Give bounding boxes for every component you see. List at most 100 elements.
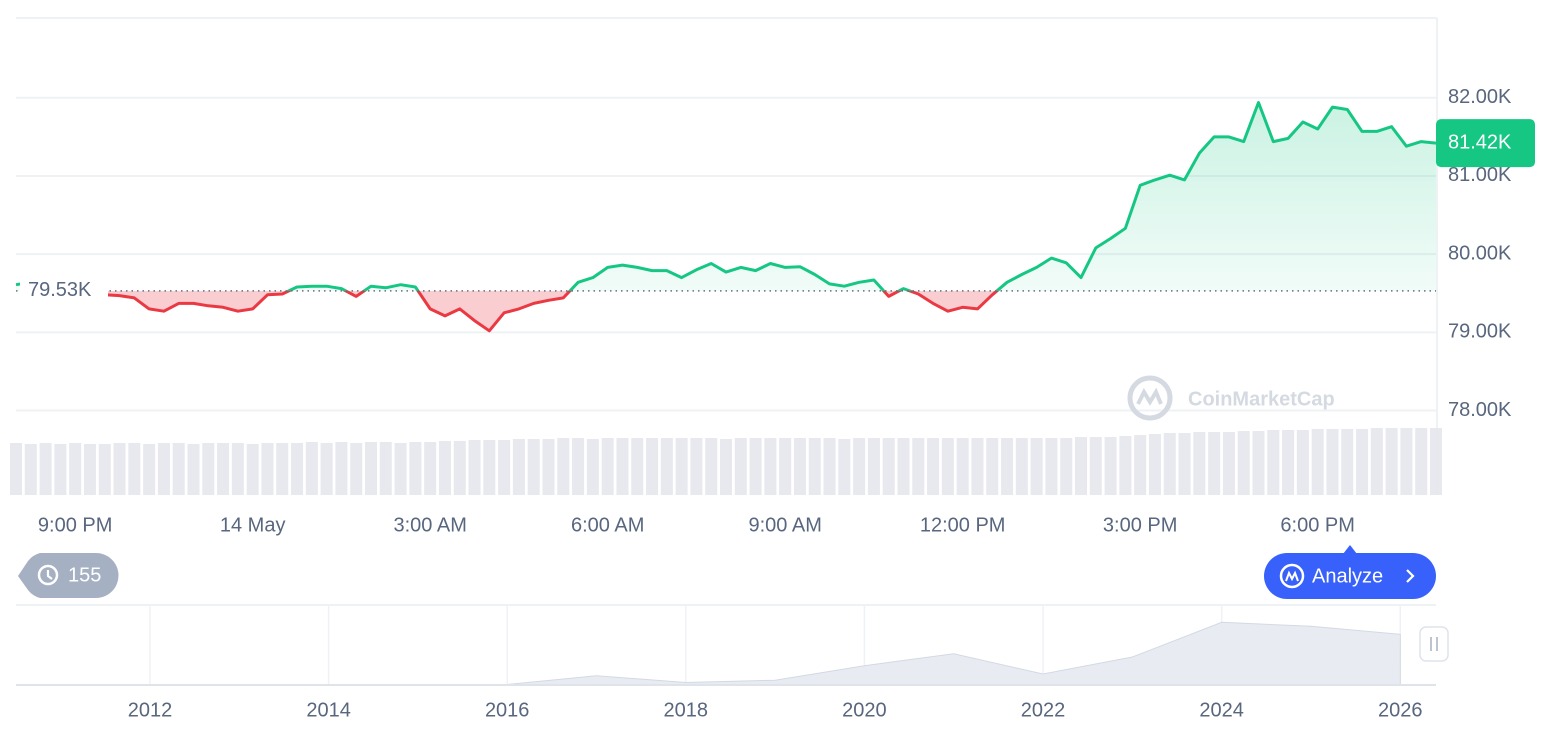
volume-bar bbox=[1015, 438, 1028, 495]
volume-bar bbox=[971, 438, 984, 495]
nav-x-tick-label: 2022 bbox=[1021, 699, 1066, 721]
volume-bar bbox=[365, 442, 377, 495]
nav-x-tick-label: 2012 bbox=[128, 699, 173, 721]
x-tick-label: 6:00 AM bbox=[571, 514, 644, 536]
volume-bar bbox=[749, 438, 762, 495]
nav-x-tick-label: 2018 bbox=[664, 699, 709, 721]
volume-bar bbox=[1296, 430, 1309, 495]
clock-icon bbox=[37, 564, 59, 586]
volume-bar bbox=[409, 442, 422, 495]
volume-bar bbox=[305, 442, 318, 495]
price-line bbox=[15, 101, 1437, 333]
volume-bar bbox=[1326, 429, 1339, 495]
analyze-button[interactable]: Analyze bbox=[1264, 545, 1436, 599]
volume-bar bbox=[986, 438, 999, 495]
volume-bar bbox=[157, 443, 170, 495]
volume-bar bbox=[468, 440, 481, 495]
volume-bar bbox=[172, 443, 185, 495]
volume-bar bbox=[660, 438, 673, 495]
volume-bar bbox=[793, 438, 806, 495]
volume-bar bbox=[261, 443, 274, 495]
volume-bar bbox=[601, 438, 614, 495]
volume-bar bbox=[1237, 431, 1250, 495]
volume-bar bbox=[1104, 437, 1117, 495]
handle-box bbox=[1419, 626, 1449, 662]
volume-bar bbox=[912, 438, 925, 495]
volume-bar bbox=[1385, 428, 1398, 495]
volume-bar bbox=[1341, 429, 1354, 495]
reference-label: 79.53K bbox=[28, 279, 92, 301]
x-tick-label: 3:00 AM bbox=[393, 514, 466, 536]
volume-bar bbox=[616, 438, 629, 495]
volume-bar bbox=[231, 443, 244, 495]
badge-count: 155 bbox=[68, 564, 101, 586]
volume-bar bbox=[705, 438, 718, 495]
volume-bar bbox=[39, 443, 52, 495]
y-tick-label: 79.00K bbox=[1448, 321, 1512, 343]
volume-bar bbox=[542, 439, 555, 495]
y-tick-label: 78.00K bbox=[1448, 399, 1512, 421]
volume-bar bbox=[646, 438, 659, 495]
volume-bar bbox=[246, 444, 259, 495]
volume-bar bbox=[10, 443, 22, 495]
x-tick-label: 12:00 PM bbox=[920, 514, 1006, 536]
volume-bar bbox=[853, 438, 866, 495]
volume-bar bbox=[69, 443, 82, 495]
volume-bar bbox=[1148, 434, 1161, 495]
y-tick-label: 82.00K bbox=[1448, 86, 1512, 108]
x-tick-label: 9:00 PM bbox=[38, 514, 112, 536]
volume-bar bbox=[1370, 428, 1383, 495]
volume-bar bbox=[897, 438, 910, 495]
volume-bar bbox=[1178, 433, 1191, 495]
volume-bar bbox=[217, 443, 230, 495]
watermark: CoinMarketCap bbox=[1127, 375, 1335, 421]
volume-bar bbox=[631, 438, 644, 495]
volume-bar bbox=[1045, 438, 1058, 495]
watermark-text: CoinMarketCap bbox=[1188, 388, 1335, 410]
volume-bar bbox=[143, 444, 156, 495]
volume-bar bbox=[379, 442, 392, 495]
nav-x-tick-label: 2014 bbox=[306, 699, 351, 721]
volume-bar bbox=[1222, 432, 1235, 495]
watermark-logo-mark bbox=[1136, 387, 1163, 406]
y-tick-label: 80.00K bbox=[1448, 242, 1512, 264]
y-tick-label: 81.00K bbox=[1448, 164, 1512, 186]
volume-bar bbox=[54, 444, 67, 495]
button-icon-mark bbox=[1285, 570, 1299, 582]
volume-bar bbox=[941, 438, 954, 495]
volume-bar bbox=[882, 438, 895, 495]
volume-bar bbox=[202, 443, 215, 495]
badge-shape bbox=[18, 553, 119, 598]
watermark-logo bbox=[1127, 375, 1173, 421]
last-price-label: 81.42K bbox=[1448, 131, 1512, 153]
volume-bar bbox=[1400, 428, 1413, 495]
x-tick-label: 6:00 PM bbox=[1280, 514, 1354, 536]
volume-bar bbox=[1060, 438, 1073, 495]
button-label: Analyze bbox=[1312, 565, 1383, 587]
volume-bar bbox=[483, 440, 496, 495]
volume-bar bbox=[1030, 438, 1043, 495]
volume-bar bbox=[720, 439, 732, 495]
nav-x-tick-label: 2026 bbox=[1378, 699, 1423, 721]
volume-bar bbox=[586, 439, 599, 495]
reference-label-bg bbox=[20, 276, 108, 305]
volume-bar bbox=[1089, 437, 1102, 495]
x-tick-label: 3:00 PM bbox=[1103, 514, 1177, 536]
volume-bar bbox=[808, 438, 821, 495]
volume-bar bbox=[498, 440, 511, 495]
volume-bar bbox=[1075, 437, 1087, 495]
volume-bar bbox=[690, 438, 703, 495]
volume-bar bbox=[779, 438, 792, 495]
volume-bar bbox=[764, 438, 777, 495]
price-area bbox=[16, 102, 1436, 331]
volume-bar bbox=[128, 443, 141, 495]
volume-bar bbox=[276, 443, 289, 495]
volume-bar bbox=[1311, 429, 1324, 495]
volume-bar bbox=[1356, 429, 1369, 495]
nav-handle[interactable] bbox=[1419, 626, 1449, 662]
nav-x-tick-label: 2020 bbox=[842, 699, 887, 721]
nav-x-tick-label: 2024 bbox=[1199, 699, 1244, 721]
last-price-tag bbox=[1436, 119, 1535, 168]
volume-bar bbox=[1119, 436, 1132, 495]
